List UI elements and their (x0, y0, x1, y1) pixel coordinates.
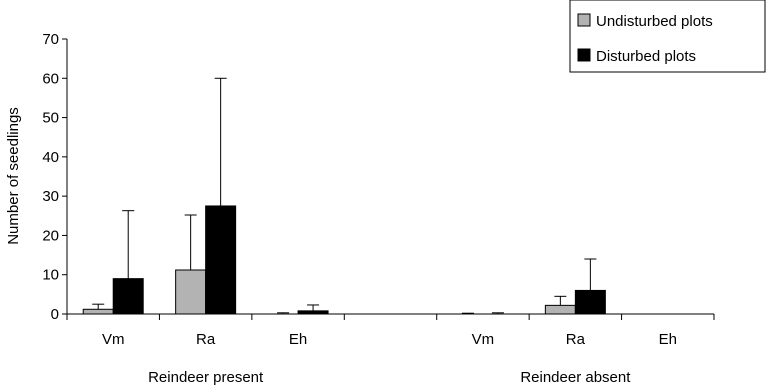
legend-swatch-disturbed (578, 49, 590, 61)
y-tick-label: 30 (42, 188, 59, 205)
legend-swatch-undisturbed (578, 14, 590, 26)
y-tick-label: 40 (42, 149, 59, 166)
x-category-label: Vm (102, 331, 125, 348)
y-tick-label: 0 (51, 306, 59, 323)
bar (575, 290, 605, 314)
y-tick-label: 70 (42, 31, 59, 48)
y-axis-label: Number of seedlings (5, 107, 22, 245)
legend: Undisturbed plots Disturbed plots (570, 0, 765, 72)
y-axis: 0 10 20 30 40 50 60 70 (42, 31, 67, 323)
y-tick-label: 10 (42, 267, 59, 284)
y-tick-label: 20 (42, 227, 59, 244)
x-category-label: Vm (472, 331, 495, 348)
x-axis: Vm Ra Eh Vm Ra Eh Reindeer present Reindeer abs… (67, 314, 714, 386)
x-category-label: Eh (289, 331, 307, 348)
y-tick-label: 50 (42, 110, 59, 127)
y-tick-label: 60 (42, 70, 59, 87)
x-category-label: Ra (196, 331, 216, 348)
x-category-label: Eh (659, 331, 677, 348)
x-category-label: Ra (566, 331, 586, 348)
bar (176, 270, 206, 314)
x-group-label: Reindeer absent (520, 369, 631, 386)
legend-label-disturbed: Disturbed plots (596, 48, 696, 65)
bar (206, 206, 236, 314)
legend-label-undisturbed: Undisturbed plots (596, 13, 713, 30)
bar (113, 279, 143, 314)
bars (83, 78, 605, 314)
bar (545, 305, 575, 314)
bar (83, 309, 113, 314)
x-group-label: Reindeer present (148, 369, 264, 386)
